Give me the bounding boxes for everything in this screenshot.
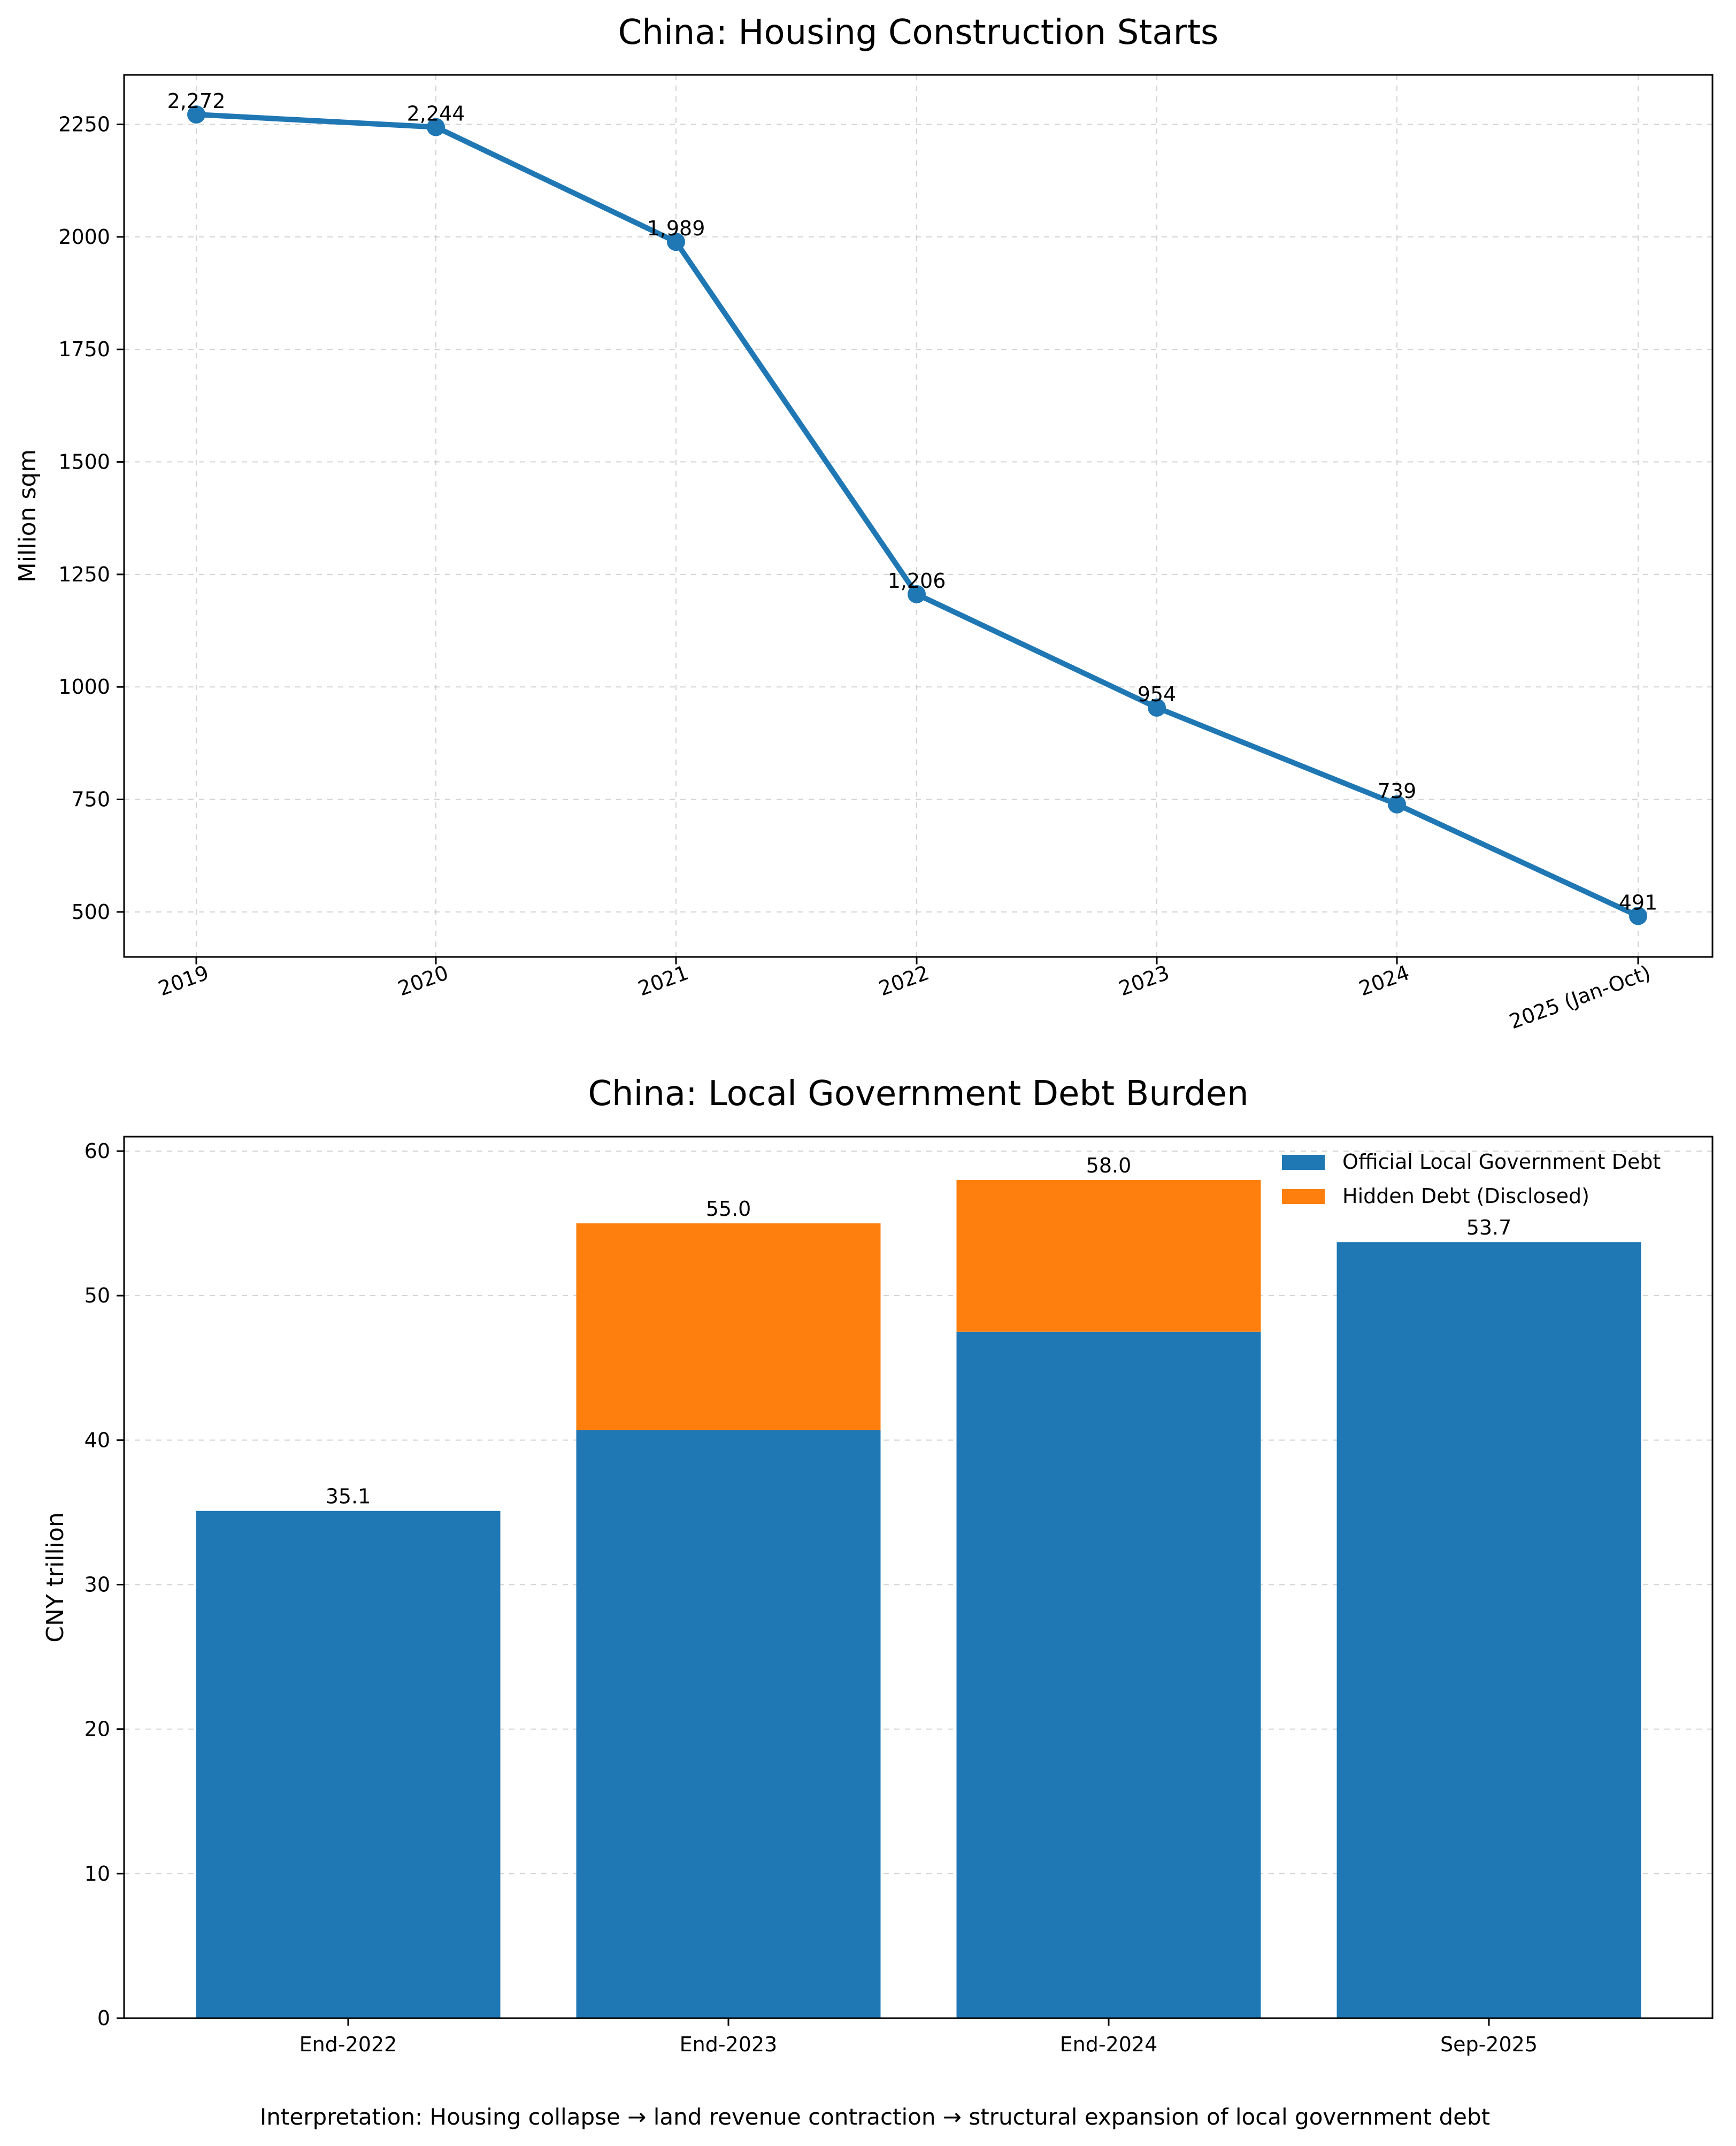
line-chart-point-2021 bbox=[667, 233, 685, 251]
line-chart-y-ticks: 500 750 1000 1250 1500 1750 2000 2250 bbox=[58, 113, 124, 924]
line-chart-title: China: Housing Construction Starts bbox=[618, 13, 1219, 52]
bar-official-local-government-debt-end-2023 bbox=[576, 1430, 881, 2018]
bar-chart-bars bbox=[196, 1180, 1641, 2018]
bar-chart-y-tick-label-50: 50 bbox=[85, 1284, 110, 1307]
line-chart-grid bbox=[124, 75, 1712, 957]
bar-chart-frame bbox=[123, 1136, 1714, 2019]
legend-swatch-official-local-government-debt bbox=[1282, 1155, 1325, 1170]
debt-bar-chart: China: Local Government Debt Burden CNY … bbox=[42, 1074, 1714, 2056]
bar-chart-title: China: Local Government Debt Burden bbox=[588, 1074, 1248, 1114]
legend-swatch-hidden-debt-disclosed bbox=[1282, 1189, 1325, 1204]
line-chart-x-tick-label-2019: 2019 bbox=[155, 961, 212, 1000]
line-chart-data-label-2019: 2,272 bbox=[167, 89, 226, 113]
housing-line-chart: China: Housing Construction Starts Milli… bbox=[14, 13, 1714, 1033]
line-chart-y-tick-label-2250: 2250 bbox=[58, 113, 110, 136]
line-chart-y-tick-label-1000: 1000 bbox=[58, 675, 110, 699]
line-chart-x-tick-label-2024: 2024 bbox=[1356, 961, 1412, 1000]
line-chart-data-label-2021: 1,989 bbox=[647, 217, 705, 240]
bar-chart-y-tick-label-20: 20 bbox=[85, 1718, 110, 1741]
legend-label-hidden-debt-disclosed: Hidden Debt (Disclosed) bbox=[1342, 1184, 1589, 1208]
bar-chart-y-tick-label-60: 60 bbox=[85, 1139, 110, 1163]
bar-total-label-end-2024: 58.0 bbox=[1086, 1154, 1132, 1177]
bar-chart-y-tick-label-10: 10 bbox=[85, 1862, 110, 1886]
line-chart-point-2024 bbox=[1388, 795, 1406, 814]
line-chart-data-label-2020: 2,244 bbox=[407, 102, 465, 126]
line-chart-y-tick-label-500: 500 bbox=[71, 900, 110, 924]
line-chart-point-2023 bbox=[1148, 698, 1166, 717]
line-chart-point-2020 bbox=[427, 118, 445, 136]
line-chart-point-2019 bbox=[187, 105, 205, 124]
line-chart-point-2022 bbox=[908, 585, 926, 603]
bar-total-label-sep-2025: 53.7 bbox=[1466, 1216, 1512, 1239]
bar-chart-x-tick-label-sep-2025: Sep-2025 bbox=[1440, 2033, 1538, 2056]
bar-chart-total-labels: 35.1 55.0 58.0 53.7 bbox=[326, 1154, 1512, 1508]
line-chart-y-tick-label-2000: 2000 bbox=[58, 225, 110, 249]
bar-hidden-debt-disclosed-end-2024 bbox=[956, 1180, 1261, 1332]
line-chart-x-ticks: 2019 2020 2021 2022 2023 2024 2025 (Jan-Oct) bbox=[155, 957, 1654, 1033]
bar-total-label-end-2023: 55.0 bbox=[706, 1197, 751, 1221]
line-chart-data-labels: 2,272 2,244 1,989 1,206 954 739 491 bbox=[167, 89, 1658, 914]
line-chart-series bbox=[187, 105, 1647, 925]
line-chart-point-2025-jan-oct bbox=[1629, 907, 1647, 925]
bar-chart-ylabel: CNY trillion bbox=[42, 1512, 69, 1643]
bar-chart-x-ticks: End-2022 End-2023 End-2024 Sep-2025 bbox=[299, 2018, 1538, 2056]
bar-chart-x-tick-label-end-2022: End-2022 bbox=[299, 2033, 397, 2056]
line-chart-data-label-2025-jan-oct: 491 bbox=[1619, 891, 1658, 914]
bar-chart-y-tick-label-40: 40 bbox=[85, 1428, 110, 1452]
bar-official-local-government-debt-end-2022 bbox=[196, 1511, 501, 2018]
line-chart-x-tick-label-2023: 2023 bbox=[1116, 961, 1172, 1000]
line-chart-y-tick-label-750: 750 bbox=[71, 788, 110, 811]
line-chart-y-tick-label-1500: 1500 bbox=[58, 450, 110, 474]
bar-official-local-government-debt-end-2024 bbox=[956, 1331, 1261, 2018]
bar-total-label-end-2022: 35.1 bbox=[326, 1485, 371, 1508]
line-chart-x-tick-label-2020: 2020 bbox=[395, 961, 451, 1000]
bar-official-local-government-debt-sep-2025 bbox=[1336, 1242, 1641, 2018]
interpretation-caption: Interpretation: Housing collapse → land … bbox=[260, 2104, 1490, 2130]
bar-chart-y-ticks: 0 10 20 30 40 50 60 bbox=[85, 1139, 124, 2030]
line-chart-x-tick-label-2025-jan-oct: 2025 (Jan-Oct) bbox=[1506, 961, 1654, 1033]
line-chart-x-tick-label-2022: 2022 bbox=[875, 961, 932, 1000]
bar-chart-x-tick-label-end-2023: End-2023 bbox=[680, 2033, 778, 2056]
bar-hidden-debt-disclosed-end-2023 bbox=[576, 1223, 881, 1430]
bar-chart-y-tick-label-30: 30 bbox=[85, 1573, 110, 1597]
line-chart-y-tick-label-1250: 1250 bbox=[58, 563, 110, 586]
line-chart-data-label-2022: 1,206 bbox=[888, 569, 946, 593]
line-chart-data-label-2023: 954 bbox=[1138, 683, 1177, 706]
bar-chart-y-tick-label-0: 0 bbox=[97, 2006, 110, 2030]
legend-label-official-local-government-debt: Official Local Government Debt bbox=[1342, 1150, 1661, 1174]
bar-chart-x-tick-label-end-2024: End-2024 bbox=[1060, 2033, 1158, 2056]
line-chart-y-tick-label-1750: 1750 bbox=[58, 338, 110, 361]
line-chart-data-label-2024: 739 bbox=[1378, 779, 1417, 803]
line-chart-x-tick-label-2021: 2021 bbox=[635, 961, 692, 1000]
line-chart-frame bbox=[123, 74, 1714, 958]
bar-chart-legend: Official Local Government Debt Hidden Deb… bbox=[1282, 1150, 1661, 1208]
line-chart-ylabel: Million sqm bbox=[14, 449, 41, 583]
